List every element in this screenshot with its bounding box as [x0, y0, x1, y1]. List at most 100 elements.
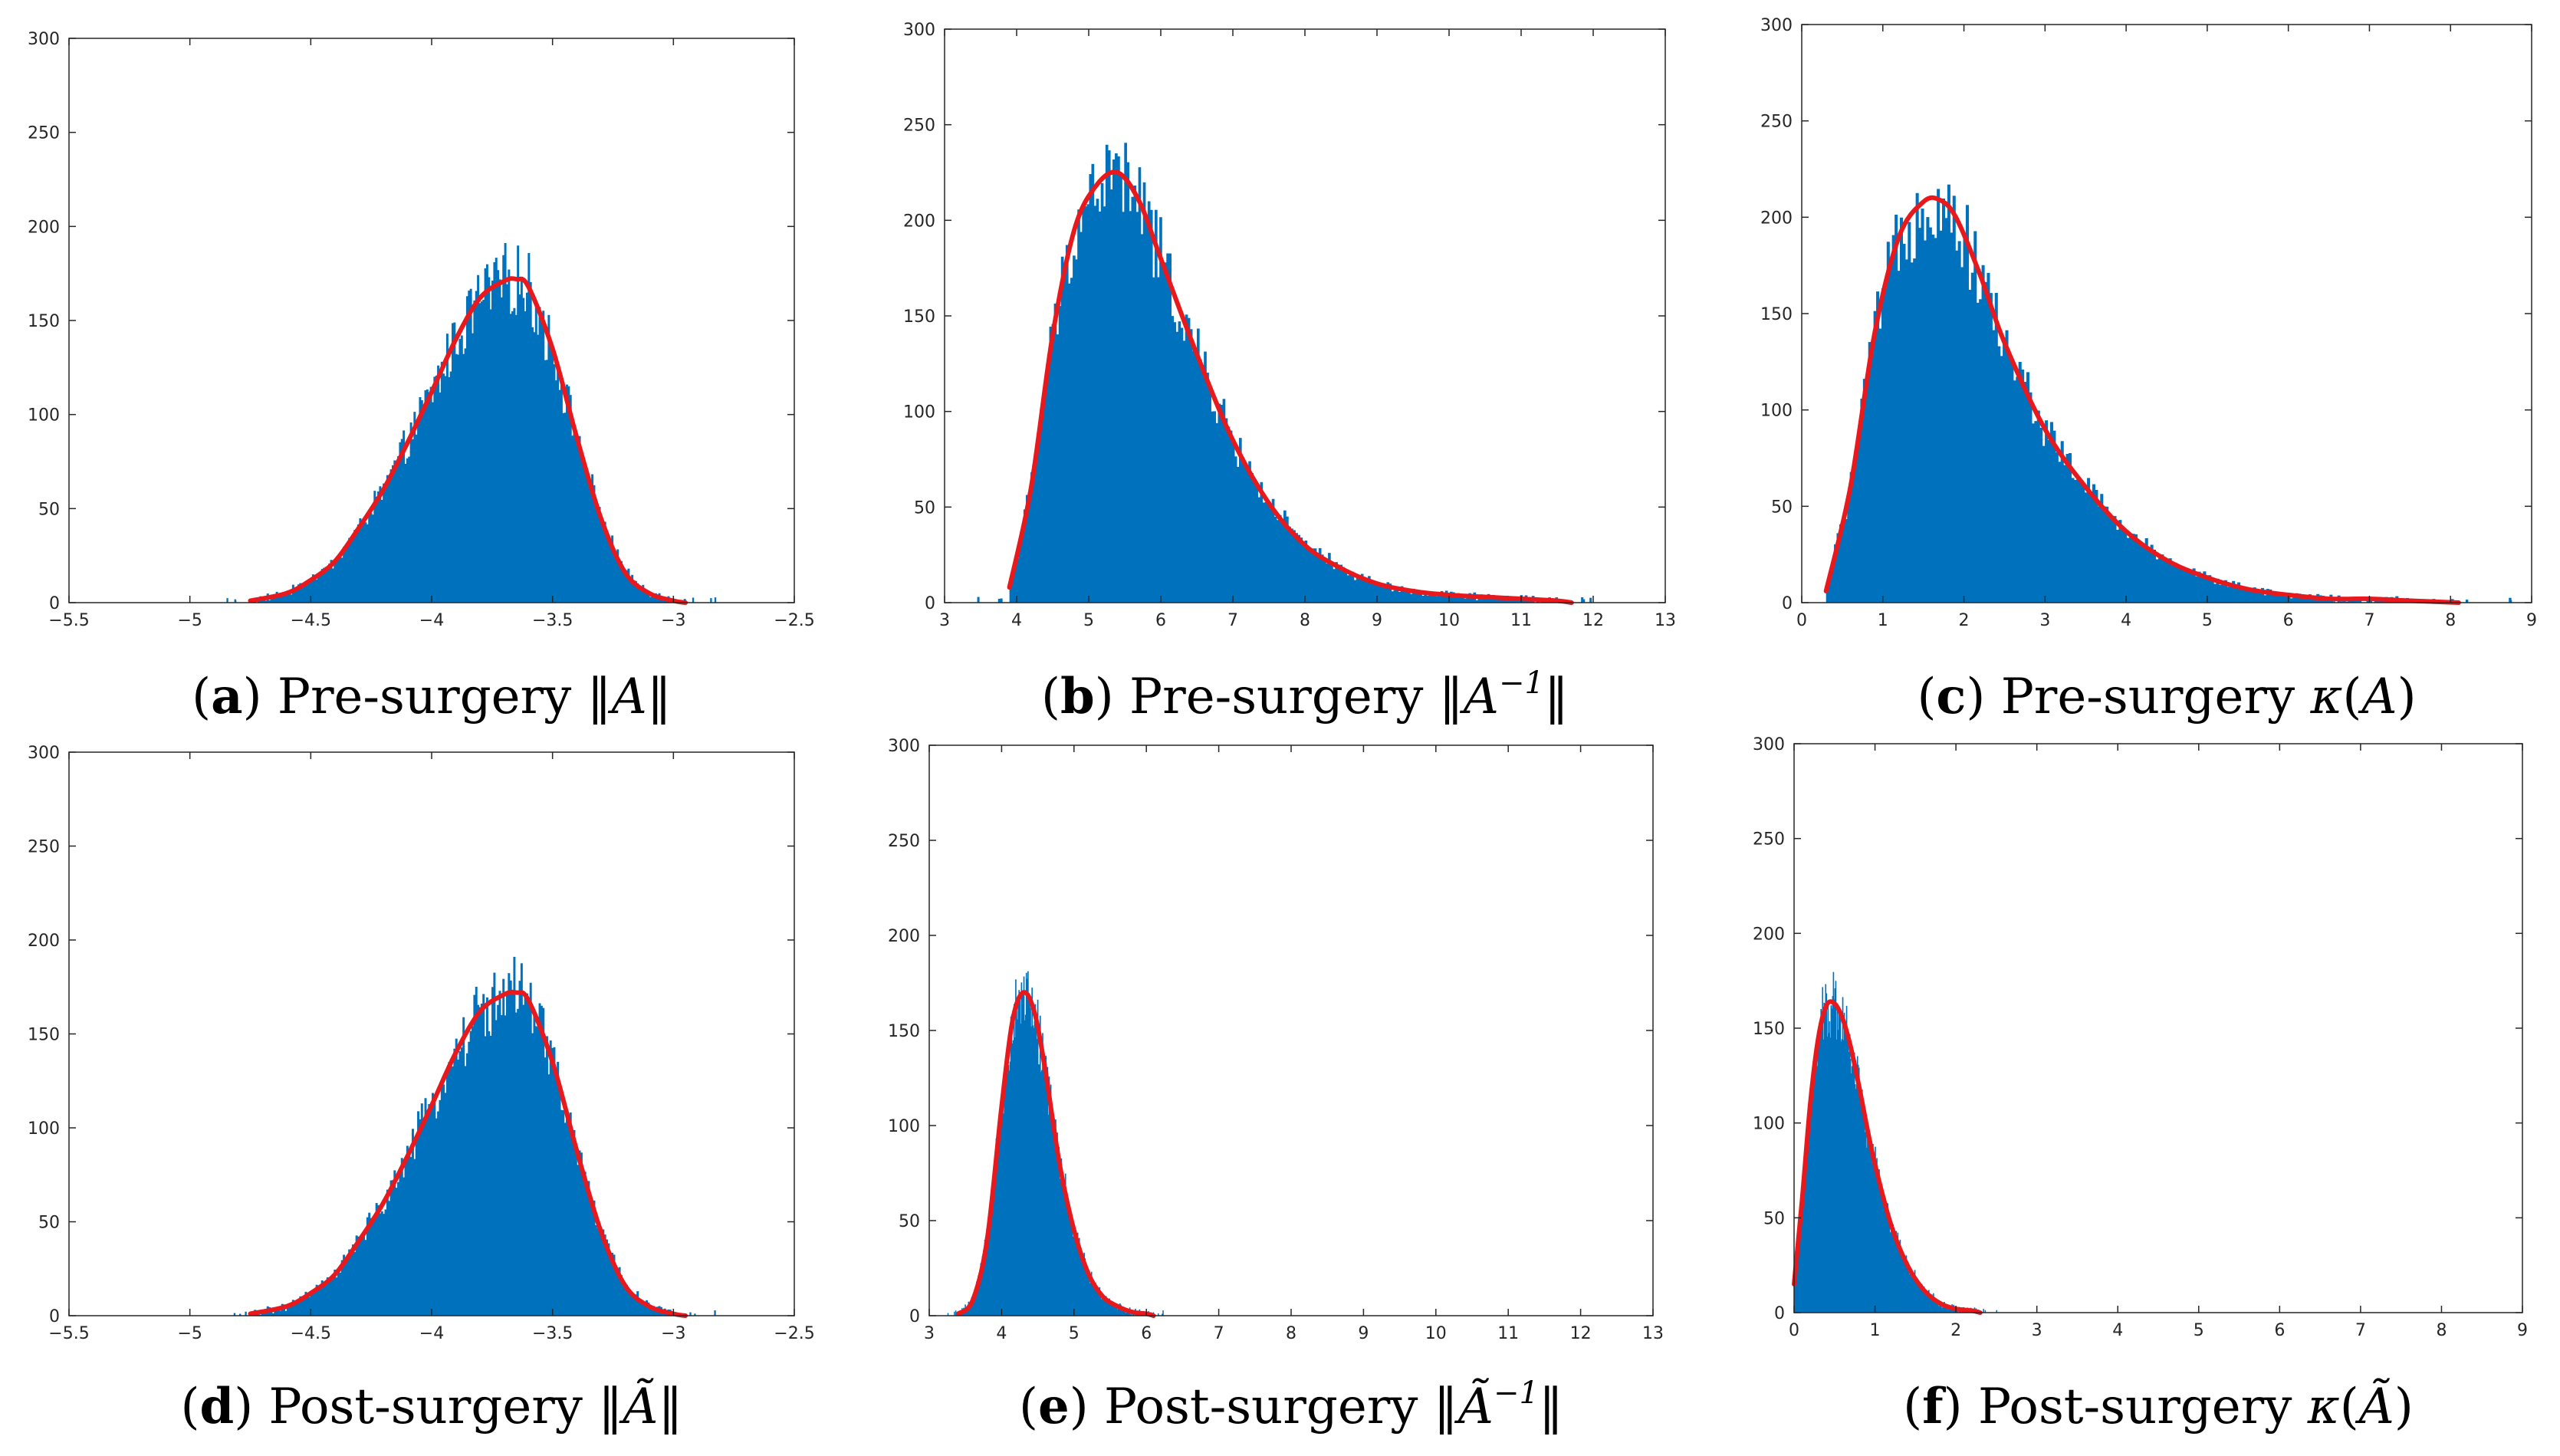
- histogram-bar: [980, 1263, 982, 1316]
- histogram-bar: [324, 1283, 327, 1316]
- histogram-bar: [263, 1313, 266, 1316]
- histogram-bar: [596, 1228, 600, 1316]
- histogram-bar: [493, 262, 496, 603]
- histogram-bar: [1197, 328, 1200, 603]
- histogram-bar: [1811, 1105, 1812, 1313]
- histogram-bar: [391, 1180, 394, 1316]
- histogram-bar: [1269, 508, 1273, 603]
- histogram-bar: [1023, 976, 1025, 1316]
- histogram-bar: [2289, 598, 2293, 603]
- histogram-bar: [2195, 576, 2199, 603]
- histogram-bar: [1984, 1310, 1987, 1313]
- histogram-bar: [1806, 1153, 1807, 1313]
- x-tick-label: 13: [1655, 611, 1676, 630]
- histogram-bar: [1844, 518, 1848, 603]
- histogram-bar: [1402, 590, 1406, 603]
- histogram-bar: [1954, 1310, 1955, 1313]
- histogram-bar: [1017, 1019, 1018, 1316]
- histogram-bar: [1100, 182, 1104, 603]
- histogram-bar: [1063, 1189, 1066, 1316]
- histogram-bar: [291, 584, 294, 603]
- histogram-bar: [497, 270, 500, 603]
- histogram-bar: [622, 567, 625, 603]
- histogram-bar: [301, 587, 304, 603]
- histogram-bar: [654, 1309, 657, 1316]
- histogram-bar: [2071, 478, 2075, 603]
- histogram-bar: [1065, 1191, 1067, 1316]
- histogram-bar: [1105, 144, 1109, 603]
- histogram-bar: [1885, 1198, 1886, 1313]
- histogram-bar: [522, 1004, 525, 1316]
- histogram-bar: [631, 574, 634, 603]
- histogram-bar: [368, 509, 371, 603]
- histogram-bar: [616, 549, 619, 603]
- histogram-bar: [1843, 1012, 1845, 1313]
- y-tick-label: 0: [49, 1307, 60, 1326]
- histogram-bar: [1162, 1313, 1163, 1316]
- histogram-bar: [538, 307, 541, 603]
- histogram-bar: [404, 463, 407, 603]
- histogram-bar: [1798, 1231, 1799, 1313]
- histogram-bar: [448, 1062, 451, 1316]
- x-tick-label: 8: [2445, 611, 2456, 630]
- histogram-bar: [1835, 981, 1837, 1313]
- histogram-bar: [1932, 1297, 1934, 1313]
- histogram-bar: [1090, 1271, 1093, 1316]
- histogram-bar: [600, 1231, 603, 1316]
- histogram-bar: [473, 300, 476, 603]
- histogram-bar: [2269, 589, 2272, 603]
- histogram-bar: [1384, 583, 1388, 603]
- x-tick-label: 6: [1155, 611, 1166, 630]
- histogram-bar: [2208, 575, 2212, 603]
- histogram-bar: [1871, 1140, 1872, 1313]
- histogram-bar: [1949, 1306, 1950, 1313]
- caption-d: (d) Post-surgery ‖Ã‖: [180, 1378, 682, 1435]
- histogram-bar: [1107, 1302, 1109, 1316]
- histogram-bar: [537, 334, 540, 603]
- histogram-bar: [331, 568, 334, 603]
- histogram-bar: [1839, 1016, 1842, 1313]
- histogram-bar: [1073, 255, 1076, 603]
- histogram-bar: [348, 1249, 351, 1316]
- histogram-bar: [1280, 519, 1284, 603]
- histogram-bar: [2055, 452, 2059, 603]
- histogram-bar: [629, 1293, 632, 1316]
- histogram-bar: [583, 465, 587, 603]
- histogram-bar: [1454, 595, 1457, 603]
- histogram-bar: [1820, 1009, 1822, 1313]
- histogram-bar: [1931, 1297, 1932, 1313]
- histogram-bar: [1236, 466, 1240, 603]
- histogram-bar: [643, 589, 646, 603]
- histogram-bar: [616, 1269, 619, 1316]
- histogram-bar: [1106, 1297, 1108, 1316]
- histogram-bar: [1002, 1104, 1004, 1316]
- histogram-bar: [406, 1145, 409, 1316]
- y-tick-label: 300: [888, 737, 920, 756]
- histogram-bar: [1077, 1245, 1080, 1316]
- histogram-bar: [2266, 589, 2269, 603]
- histogram-bar: [1829, 573, 1832, 603]
- histogram-bar: [596, 511, 600, 603]
- x-tick-label: 9: [1372, 611, 1382, 630]
- histogram-bar: [1102, 1300, 1104, 1316]
- histogram-bar: [294, 587, 297, 603]
- histogram-bars-a: [226, 243, 717, 603]
- histogram-bar: [1065, 245, 1069, 603]
- histogram-bar: [380, 1211, 383, 1316]
- histogram-bar: [1831, 567, 1835, 603]
- histogram-bar: [1807, 1149, 1809, 1313]
- histogram-bar: [1213, 411, 1217, 603]
- histogram-bar: [2171, 565, 2175, 603]
- histogram-bar: [2163, 561, 2167, 603]
- histogram-bar: [2161, 554, 2164, 603]
- caption-a: (a) Pre-surgery ‖A‖: [192, 668, 672, 725]
- histogram-bar: [1965, 205, 1969, 603]
- histogram-bar: [1047, 1115, 1050, 1316]
- histogram-bar: [1032, 1025, 1034, 1316]
- histogram-bar: [379, 1213, 382, 1316]
- histogram-bar: [1901, 1258, 1903, 1313]
- histogram-bar: [574, 1151, 577, 1316]
- histogram-bar: [465, 1053, 468, 1316]
- histogram-bar: [1288, 526, 1291, 603]
- histogram-bar: [1903, 1257, 1905, 1313]
